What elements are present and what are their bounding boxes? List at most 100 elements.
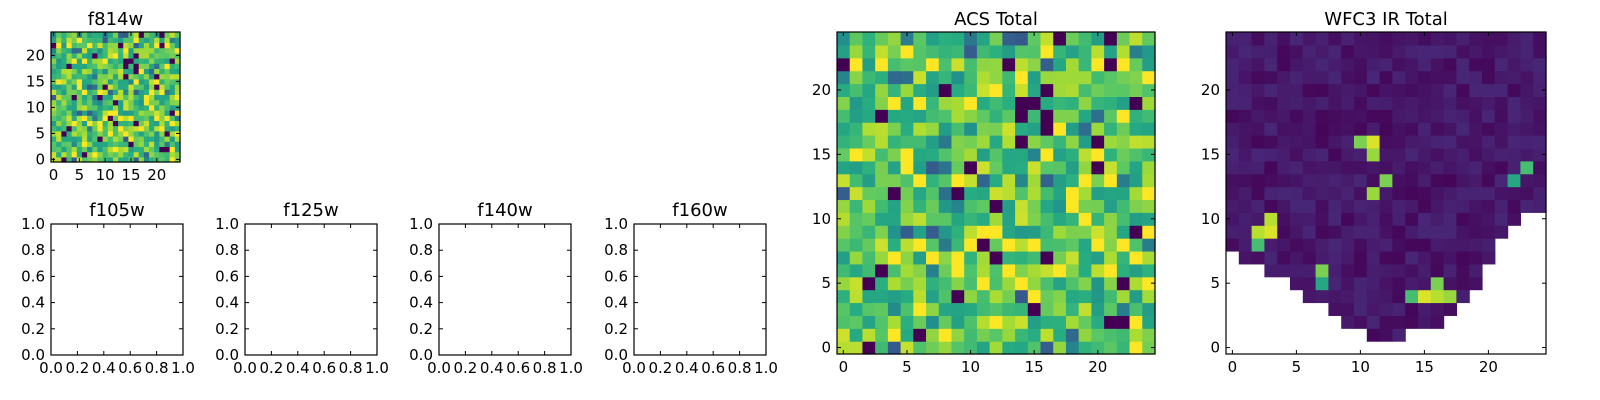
heatmap-cell: [1091, 109, 1105, 123]
heatmap-cell: [143, 146, 150, 153]
heatmap-cell: [76, 104, 83, 111]
heatmap-cell: [964, 44, 978, 59]
heatmap-cell: [118, 120, 124, 127]
heatmap-cell: [1341, 135, 1355, 149]
heatmap-cell: [56, 99, 62, 106]
heatmap-cell: [1469, 250, 1483, 265]
heatmap-cell: [1520, 57, 1534, 72]
heatmap-cell: [81, 125, 88, 132]
heatmap-cell: [138, 32, 145, 38]
heatmap-cell: [169, 52, 176, 59]
heatmap-cell: [1533, 44, 1547, 59]
heatmap-cell: [1053, 135, 1067, 149]
heatmap-cell: [1302, 263, 1317, 278]
heatmap-cell: [1392, 32, 1406, 46]
heatmap-cell: [887, 147, 902, 162]
heatmap-cell: [1027, 44, 1042, 59]
heatmap-cell: [1040, 96, 1054, 110]
heatmap-cell: [1078, 83, 1092, 97]
heatmap-cell: [837, 315, 851, 329]
heatmap-cell: [123, 125, 129, 132]
heatmap-cell: [159, 78, 166, 85]
heatmap-cell: [1507, 57, 1521, 72]
heatmap-cell: [1053, 250, 1067, 265]
heatmap-cell: [61, 130, 68, 137]
heatmap-cell: [1238, 109, 1253, 123]
heatmap-cell: [138, 156, 145, 163]
heatmap-cell: [143, 94, 150, 101]
heatmap-cell: [107, 42, 114, 49]
heatmap-cell: [1251, 122, 1265, 136]
heatmap-cell: [862, 57, 876, 72]
heatmap-cell: [938, 341, 953, 355]
heatmap-cell: [1379, 186, 1393, 201]
heatmap-cell: [1078, 173, 1092, 188]
heatmap-cell: [1430, 122, 1445, 136]
heatmap-cell: [1078, 289, 1092, 304]
heatmap-cell: [76, 52, 83, 59]
heatmap-cell: [976, 70, 991, 85]
x-tick-label: 0.0: [39, 359, 63, 377]
heatmap-cell: [1104, 109, 1118, 123]
heatmap-cell: [1129, 186, 1143, 201]
heatmap-cell: [1405, 83, 1419, 97]
heatmap-cell: [1430, 250, 1445, 265]
heatmap-cell: [1251, 96, 1265, 110]
heatmap-cell: [87, 78, 93, 85]
heatmap-cell: [1002, 147, 1016, 162]
heatmap-cell: [1129, 302, 1143, 316]
heatmap-cell: [164, 120, 171, 127]
heatmap-cell: [169, 120, 176, 127]
x-tick-label: 5: [1292, 358, 1302, 376]
heatmap-cell: [1354, 44, 1368, 59]
heatmap-cell: [81, 130, 88, 137]
heatmap-cell: [128, 136, 135, 142]
heatmap-cell: [1078, 147, 1092, 162]
heatmap-cell: [164, 84, 171, 90]
heatmap-cell: [1315, 199, 1329, 213]
heatmap-cell: [174, 136, 181, 142]
y-tick-label: 0.0: [409, 346, 433, 364]
heatmap-cell: [1104, 160, 1118, 175]
heatmap-cell: [81, 37, 88, 43]
heatmap-cell: [1482, 70, 1496, 85]
x-tick-label: 0.4: [675, 359, 699, 377]
heatmap-cell: [1366, 289, 1381, 304]
heatmap-cell: [61, 99, 68, 106]
heatmap-cell: [76, 146, 83, 153]
heatmap-cell: [1354, 302, 1368, 316]
heatmap-cell: [1002, 276, 1016, 291]
heatmap-cell: [1078, 122, 1092, 136]
heatmap-cell: [849, 276, 864, 291]
heatmap-cell: [81, 115, 88, 121]
heatmap-cell: [1405, 96, 1419, 110]
heatmap-cell: [1251, 212, 1265, 226]
heatmap-cell: [1418, 186, 1432, 201]
heatmap-cell: [159, 146, 166, 153]
heatmap-cell: [1392, 83, 1406, 97]
heatmap-cell: [123, 130, 129, 137]
heatmap-cell: [1002, 96, 1016, 110]
heatmap-cell: [76, 68, 83, 75]
heatmap-cell: [118, 37, 124, 43]
heatmap-cell: [1277, 160, 1291, 175]
heatmap-cell: [1226, 238, 1240, 252]
heatmap-cell: [926, 238, 940, 252]
heatmap-cell: [1430, 83, 1445, 97]
heatmap-cell: [1053, 83, 1067, 97]
heatmap-cell: [1078, 70, 1092, 85]
heatmap-cell: [875, 83, 889, 97]
heatmap-cell: [97, 32, 104, 38]
x-tick-label: 0.6: [312, 359, 336, 377]
y-tick-label: 0.2: [215, 320, 239, 338]
heatmap-cell: [1341, 57, 1355, 72]
heatmap-cell: [951, 212, 965, 226]
heatmap-cell: [938, 32, 953, 46]
heatmap-cell: [989, 225, 1003, 239]
heatmap-cell: [1366, 57, 1381, 72]
heatmap-cell: [1354, 199, 1368, 213]
heatmap-cell: [51, 146, 57, 153]
heatmap-cell: [938, 263, 953, 278]
heatmap-cell: [1533, 186, 1547, 201]
